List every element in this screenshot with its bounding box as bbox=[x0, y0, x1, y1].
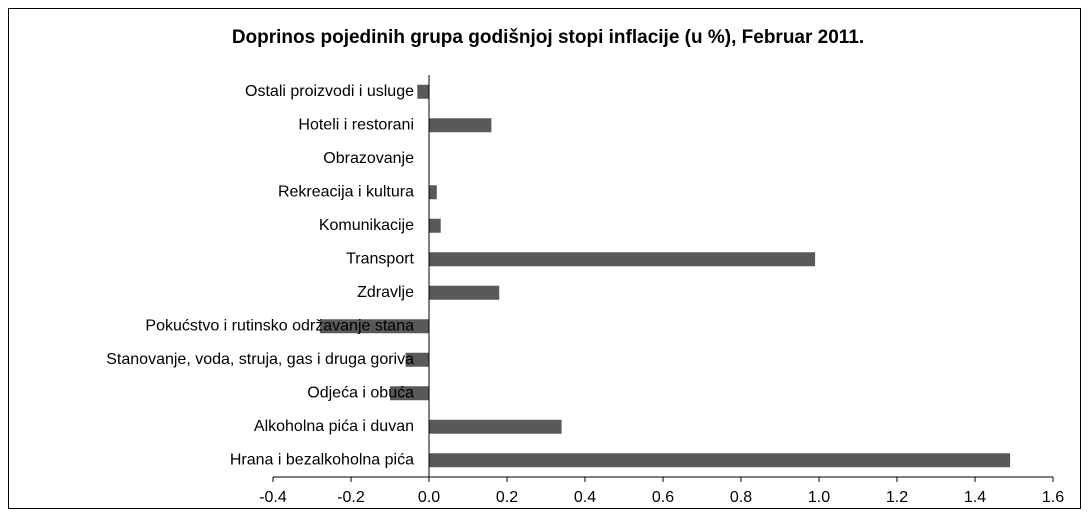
x-tick-label: -0.2 bbox=[337, 489, 365, 506]
x-tick-label: 0.8 bbox=[730, 489, 752, 506]
y-tick-label: Pokućstvo i rutinsko održavanje stana bbox=[145, 317, 414, 334]
y-tick-label: Odjeća i obuća bbox=[307, 384, 414, 401]
bar bbox=[429, 185, 437, 200]
y-tick-label: Komunikacije bbox=[319, 217, 414, 234]
x-tick-label: 0.4 bbox=[574, 489, 596, 506]
y-tick-label: Hoteli i restorani bbox=[298, 116, 414, 133]
bar bbox=[429, 218, 441, 233]
bar bbox=[429, 252, 816, 267]
bar bbox=[429, 285, 500, 300]
x-tick-label: 1.0 bbox=[808, 489, 830, 506]
chart-title: Doprinos pojedinih grupa godišnjoj stopi… bbox=[232, 27, 864, 48]
x-tick-label: 1.4 bbox=[964, 489, 986, 506]
y-tick-label: Hrana i bezalkoholna pića bbox=[230, 451, 414, 468]
x-tick-label: 1.6 bbox=[1042, 489, 1064, 506]
x-tick-label: 1.2 bbox=[886, 489, 908, 506]
x-tick-label: 0.2 bbox=[496, 489, 518, 506]
bar bbox=[429, 118, 492, 133]
y-tick-label: Transport bbox=[346, 250, 414, 267]
y-tick-label: Alkoholna pića i duvan bbox=[254, 418, 414, 435]
x-tick-label: -0.4 bbox=[259, 489, 287, 506]
bar bbox=[390, 386, 429, 401]
bar bbox=[319, 319, 429, 334]
y-tick-label: Stanovanje, voda, struja, gas i druga go… bbox=[106, 351, 414, 368]
y-tick-label: Zdravlje bbox=[357, 284, 414, 301]
x-tick-label: 0.6 bbox=[652, 489, 674, 506]
bar bbox=[429, 419, 562, 434]
y-tick-label: Rekreacija i kultura bbox=[278, 183, 414, 200]
bar bbox=[405, 352, 429, 367]
y-tick-label: Obrazovanje bbox=[323, 150, 414, 167]
bar bbox=[417, 84, 429, 99]
bar bbox=[429, 453, 1011, 468]
x-tick-label: 0.0 bbox=[418, 489, 440, 506]
y-tick-label: Ostali proizvodi i usluge bbox=[245, 83, 414, 100]
